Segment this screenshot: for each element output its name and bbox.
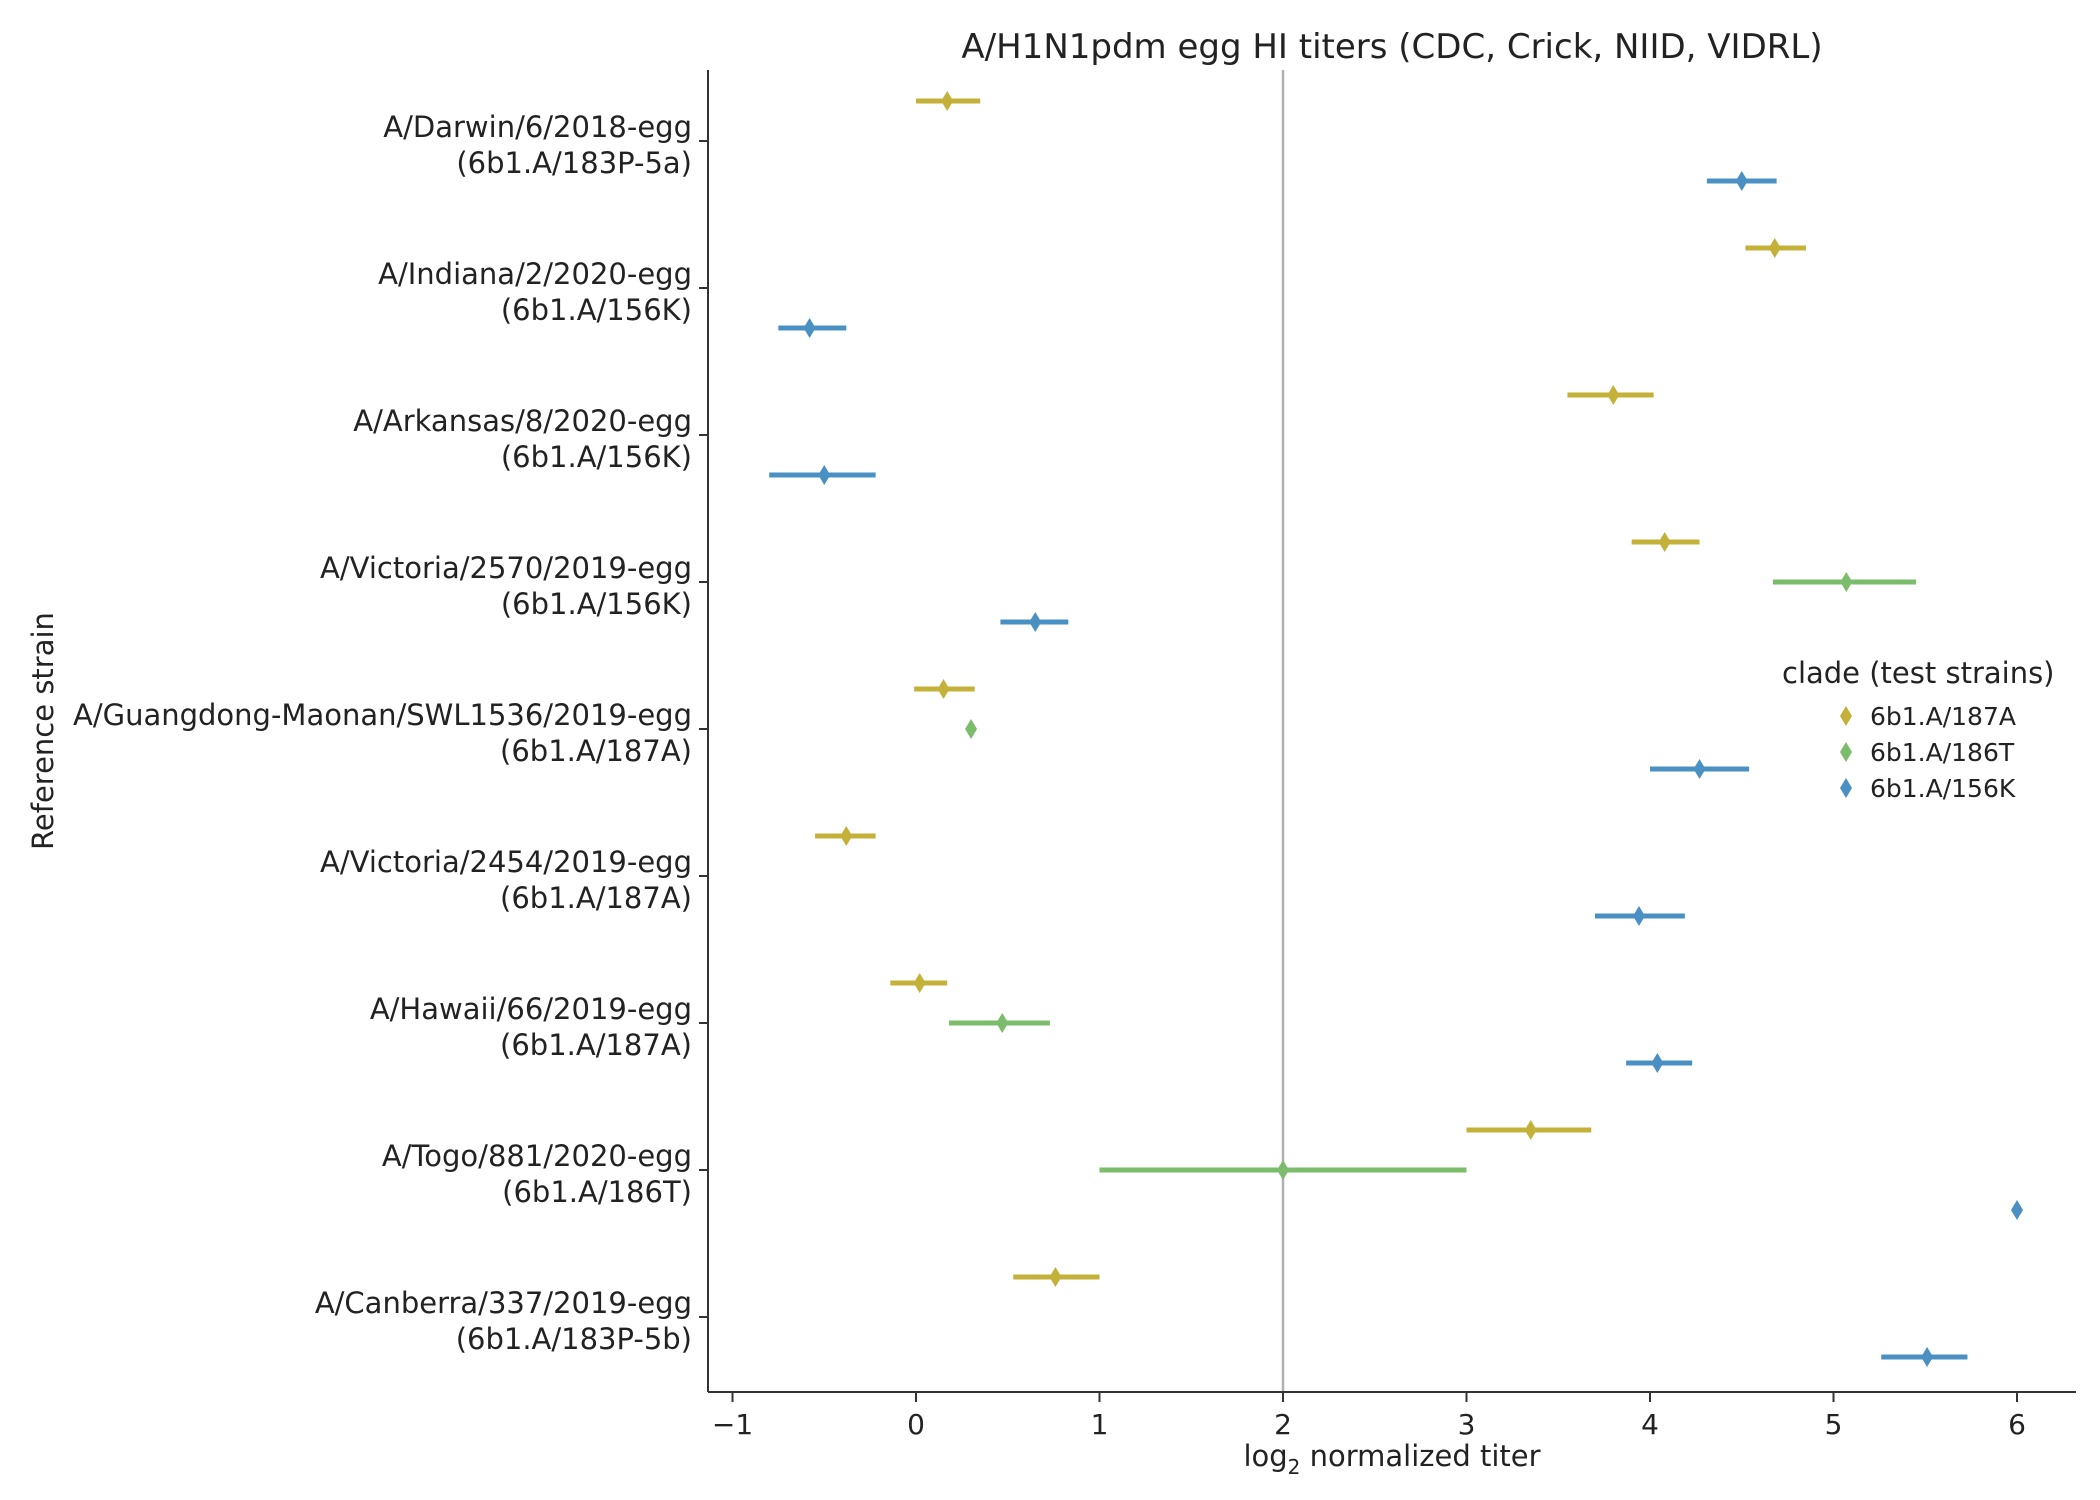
- y-tick-label-clade: (6b1.A/156K): [501, 293, 692, 327]
- data-point: [1049, 1267, 1062, 1287]
- y-tick-label-strain: A/Canberra/337/2019-egg: [315, 1286, 692, 1320]
- data-point: [1524, 1120, 1537, 1140]
- y-tick-label-clade: (6b1.A/187A): [500, 881, 692, 915]
- x-tick-label: 2: [1274, 1408, 1292, 1441]
- data-point: [937, 679, 950, 699]
- data-point: [1277, 1160, 1289, 1180]
- data-point: [1607, 385, 1620, 405]
- data-point: [1029, 612, 1042, 632]
- data-marks: [769, 91, 2023, 1367]
- data-point: [941, 91, 954, 111]
- x-tick-labels: −1 0 1 2 3 4 5 6: [712, 1392, 2026, 1441]
- y-tick-label-strain: A/Togo/881/2020-egg: [382, 1139, 692, 1173]
- axes: [707, 70, 2076, 1393]
- x-tick-label: 3: [1458, 1408, 1476, 1441]
- data-point: [2011, 1200, 2023, 1220]
- data-point: [818, 465, 831, 485]
- data-point: [840, 826, 853, 846]
- legend-marker: [1840, 706, 1852, 726]
- legend: clade (test strains) 6b1.A/187A 6b1.A/186…: [1782, 656, 2055, 803]
- y-tick-label-strain: A/Darwin/6/2018-egg: [383, 110, 692, 144]
- x-tick-label: 5: [1825, 1408, 1843, 1441]
- legend-label: 6b1.A/156K: [1870, 774, 2016, 803]
- legend-marker: [1840, 778, 1852, 798]
- data-point: [965, 719, 978, 739]
- y-tick-label-strain: A/Hawaii/66/2019-egg: [370, 992, 692, 1026]
- x-tick-label: 4: [1641, 1408, 1659, 1441]
- y-tick-label-clade: (6b1.A/156K): [501, 440, 692, 474]
- data-point: [1840, 572, 1853, 592]
- chart-title: A/H1N1pdm egg HI titers (CDC, Crick, NII…: [961, 27, 1822, 67]
- y-tick-label-clade: (6b1.A/183P-5a): [456, 146, 692, 180]
- legend-label: 6b1.A/187A: [1870, 702, 2016, 731]
- data-point: [1651, 1053, 1664, 1073]
- y-tick-label-clade: (6b1.A/187A): [500, 1028, 692, 1062]
- y-tick-label-clade: (6b1.A/156K): [501, 587, 692, 621]
- data-point: [996, 1013, 1009, 1033]
- data-point: [803, 318, 816, 338]
- x-tick-label: 6: [2008, 1408, 2026, 1441]
- x-tick-label: 1: [1091, 1408, 1109, 1441]
- data-point: [1921, 1347, 1934, 1367]
- y-tick-label-strain: A/Victoria/2454/2019-egg: [320, 845, 692, 879]
- y-tick-label-strain: A/Indiana/2/2020-egg: [378, 257, 692, 291]
- legend-marker: [1840, 742, 1852, 762]
- y-tick-labels: A/Darwin/6/2018-egg(6b1.A/183P-5a) A/Indi…: [73, 110, 708, 1356]
- data-point: [1632, 906, 1645, 926]
- legend-title: clade (test strains): [1782, 656, 2055, 690]
- data-point: [913, 973, 926, 993]
- data-point: [1658, 532, 1671, 552]
- x-axis-label: log2 normalized titer: [1243, 1439, 1540, 1479]
- x-tick-label: −1: [712, 1408, 753, 1441]
- y-tick-label-clade: (6b1.A/183P-5b): [456, 1322, 692, 1356]
- data-point: [1735, 171, 1748, 191]
- y-tick-label-strain: A/Arkansas/8/2020-egg: [353, 404, 692, 438]
- y-tick-label-clade: (6b1.A/187A): [500, 734, 692, 768]
- y-tick-label-strain: A/Victoria/2570/2019-egg: [320, 551, 692, 585]
- x-tick-label: 0: [907, 1408, 925, 1441]
- data-point: [1693, 759, 1706, 779]
- legend-label: 6b1.A/186T: [1870, 738, 2015, 767]
- y-tick-label-clade: (6b1.A/186T): [502, 1175, 692, 1209]
- y-axis-label: Reference strain: [26, 612, 60, 850]
- data-point: [1768, 238, 1781, 258]
- y-tick-label-strain: A/Guangdong-Maonan/SWL1536/2019-egg: [73, 698, 692, 732]
